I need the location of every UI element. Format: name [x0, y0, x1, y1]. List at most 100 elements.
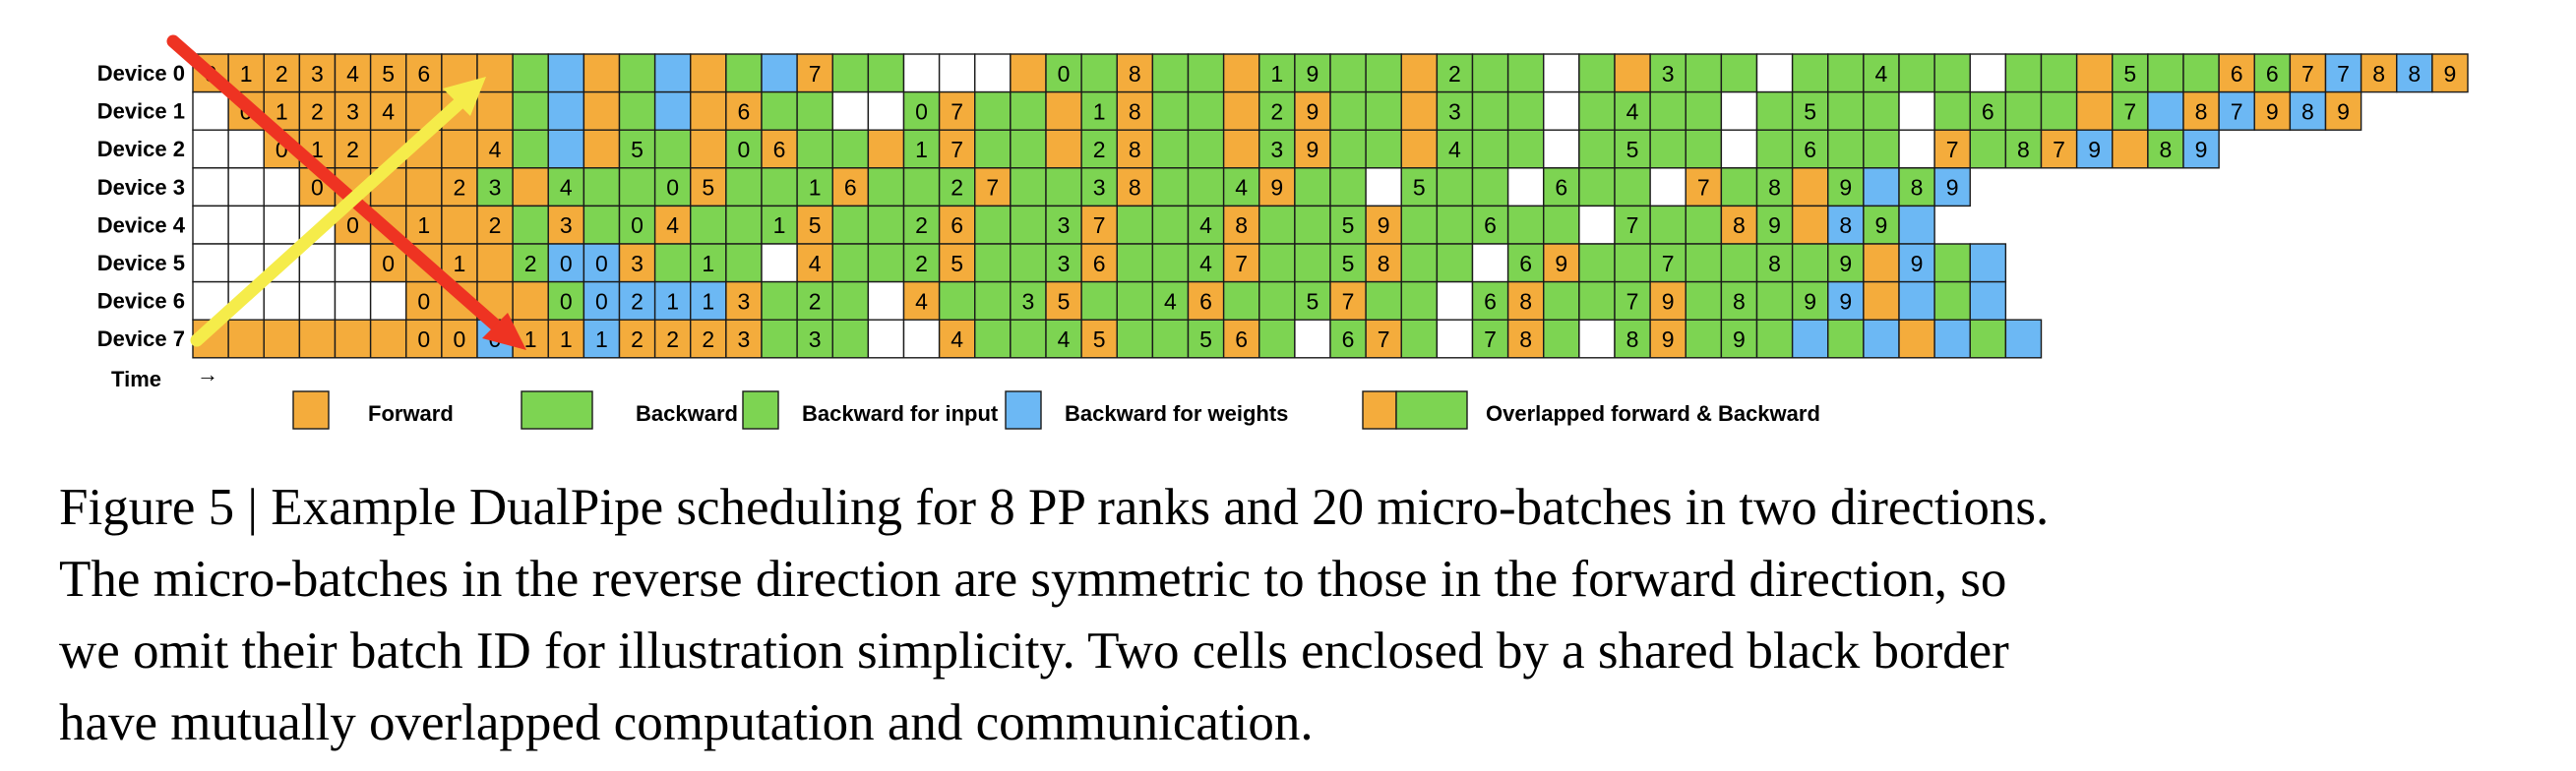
schedule-cell: 8 — [2396, 53, 2433, 93]
schedule-cell — [1543, 319, 1580, 359]
device-label: Device 2 — [97, 137, 185, 161]
schedule-cell: 7 — [974, 167, 1012, 208]
schedule-cell: 4 — [476, 129, 514, 169]
schedule-cell — [1933, 53, 1971, 93]
schedule-cell — [1685, 243, 1723, 283]
schedule-cell — [1400, 205, 1439, 245]
schedule-cell: 9 — [1649, 280, 1687, 321]
legend-item-overlapped: Overlapped forward & Backward — [1362, 390, 1820, 430]
schedule-cell — [1506, 129, 1545, 169]
cell-batch-id: 2 — [915, 212, 928, 238]
schedule-cell: 7 — [2324, 53, 2362, 93]
legend-label: Backward for input — [802, 401, 999, 426]
cell-batch-id: 8 — [1626, 326, 1639, 352]
cell-batch-id: 4 — [489, 137, 502, 162]
schedule-cell — [1010, 90, 1047, 131]
schedule-cell: 3 — [1010, 280, 1047, 321]
cell-batch-id: 8 — [1129, 61, 1141, 87]
schedule-cell: 9 — [1720, 319, 1758, 359]
schedule-cell — [867, 129, 905, 169]
schedule-cell: 3 — [547, 205, 585, 245]
yellow-arrow-head — [443, 77, 486, 116]
cell-batch-id: 4 — [1626, 98, 1639, 124]
schedule-cell: 4 — [1863, 53, 1900, 93]
time-label: Time — [111, 367, 161, 391]
schedule-cell: 2 — [690, 319, 727, 359]
schedule-cell — [1685, 129, 1723, 169]
cell-batch-id: 8 — [1129, 137, 1141, 162]
schedule-cell — [1471, 243, 1509, 283]
schedule-cell — [1685, 319, 1723, 359]
cell-batch-id: 5 — [951, 251, 963, 276]
legend-label: Backward — [636, 401, 738, 426]
cell-batch-id: 9 — [2088, 137, 2101, 162]
schedule-cell: 9 — [2431, 53, 2469, 93]
cell-batch-id: 9 — [2444, 61, 2457, 87]
schedule-cell — [1400, 129, 1439, 169]
schedule-cell — [1294, 167, 1331, 208]
cell-batch-id: 4 — [1199, 212, 1212, 238]
schedule-cell: 5 — [1045, 280, 1082, 321]
schedule-cell: 2 — [298, 90, 337, 131]
cell-batch-id: 4 — [1448, 137, 1461, 162]
schedule-cell — [1755, 280, 1794, 321]
schedule-cell — [2040, 53, 2078, 93]
schedule-cell — [1791, 205, 1829, 245]
cell-batch-id: 3 — [1448, 98, 1461, 124]
schedule-cell — [690, 129, 727, 169]
schedule-cell — [1365, 53, 1402, 93]
schedule-cell — [1222, 53, 1260, 93]
schedule-cell: 0 — [547, 243, 585, 283]
cell-batch-id: 1 — [311, 137, 324, 162]
schedule-cell: 4 — [1614, 90, 1651, 131]
schedule-cell: 3 — [476, 167, 514, 208]
caption-line-1: Figure 5 | Example DualPipe scheduling f… — [59, 479, 2050, 536]
cell-batch-id: 2 — [524, 251, 537, 276]
schedule-cell — [1685, 205, 1723, 245]
schedule-cell: 3 — [1436, 90, 1474, 131]
cell-batch-id: 6 — [1804, 137, 1816, 162]
cell-batch-id: 5 — [2123, 61, 2136, 87]
device-label: Device 6 — [97, 289, 185, 314]
schedule-cell: 3 — [618, 243, 656, 283]
cell-batch-id: 5 — [1626, 137, 1639, 162]
cell-batch-id: 7 — [951, 137, 963, 162]
cell-batch-id: 8 — [2301, 98, 2314, 124]
caption-line-3: we omit their batch ID for illustration … — [59, 623, 2009, 680]
schedule-cell — [1329, 167, 1367, 208]
cell-batch-id: 0 — [595, 251, 608, 276]
schedule-cell — [263, 280, 301, 321]
cell-batch-id: 5 — [1199, 326, 1212, 352]
schedule-cell — [1400, 243, 1439, 283]
cell-batch-id: 0 — [346, 212, 359, 238]
cell-batch-id: 7 — [1342, 288, 1355, 314]
schedule-cell — [1294, 205, 1331, 245]
schedule-cell — [1116, 319, 1154, 359]
schedule-cell — [1080, 280, 1118, 321]
schedule-cell: 5 — [1614, 129, 1651, 169]
schedule-cell — [1400, 90, 1439, 131]
cell-batch-id: 5 — [1413, 175, 1426, 201]
schedule-cell — [1010, 243, 1047, 283]
schedule-cell — [1258, 243, 1296, 283]
red-arrow-head — [482, 313, 526, 350]
schedule-cell — [1578, 319, 1616, 359]
schedule-cell: 5 — [1329, 243, 1367, 283]
schedule-cell: 5 — [1400, 167, 1439, 208]
cell-batch-id: 6 — [738, 98, 751, 124]
cell-batch-id: 2 — [346, 137, 359, 162]
cell-batch-id: 4 — [1875, 61, 1888, 87]
schedule-cell: 8 — [2004, 129, 2043, 169]
schedule-cell — [369, 280, 407, 321]
cell-batch-id: 9 — [1911, 251, 1924, 276]
schedule-cell: 6 — [1187, 280, 1225, 321]
cell-batch-id: 4 — [560, 175, 573, 201]
schedule-cell — [227, 319, 265, 359]
schedule-cell — [1863, 319, 1900, 359]
schedule-cell — [2147, 53, 2184, 93]
schedule-cell — [1506, 167, 1545, 208]
schedule-cell: 5 — [796, 205, 833, 245]
caption-line-4: have mutually overlapped computation and… — [59, 694, 1314, 751]
cell-batch-id: 9 — [2195, 137, 2208, 162]
schedule-cell — [512, 53, 549, 93]
